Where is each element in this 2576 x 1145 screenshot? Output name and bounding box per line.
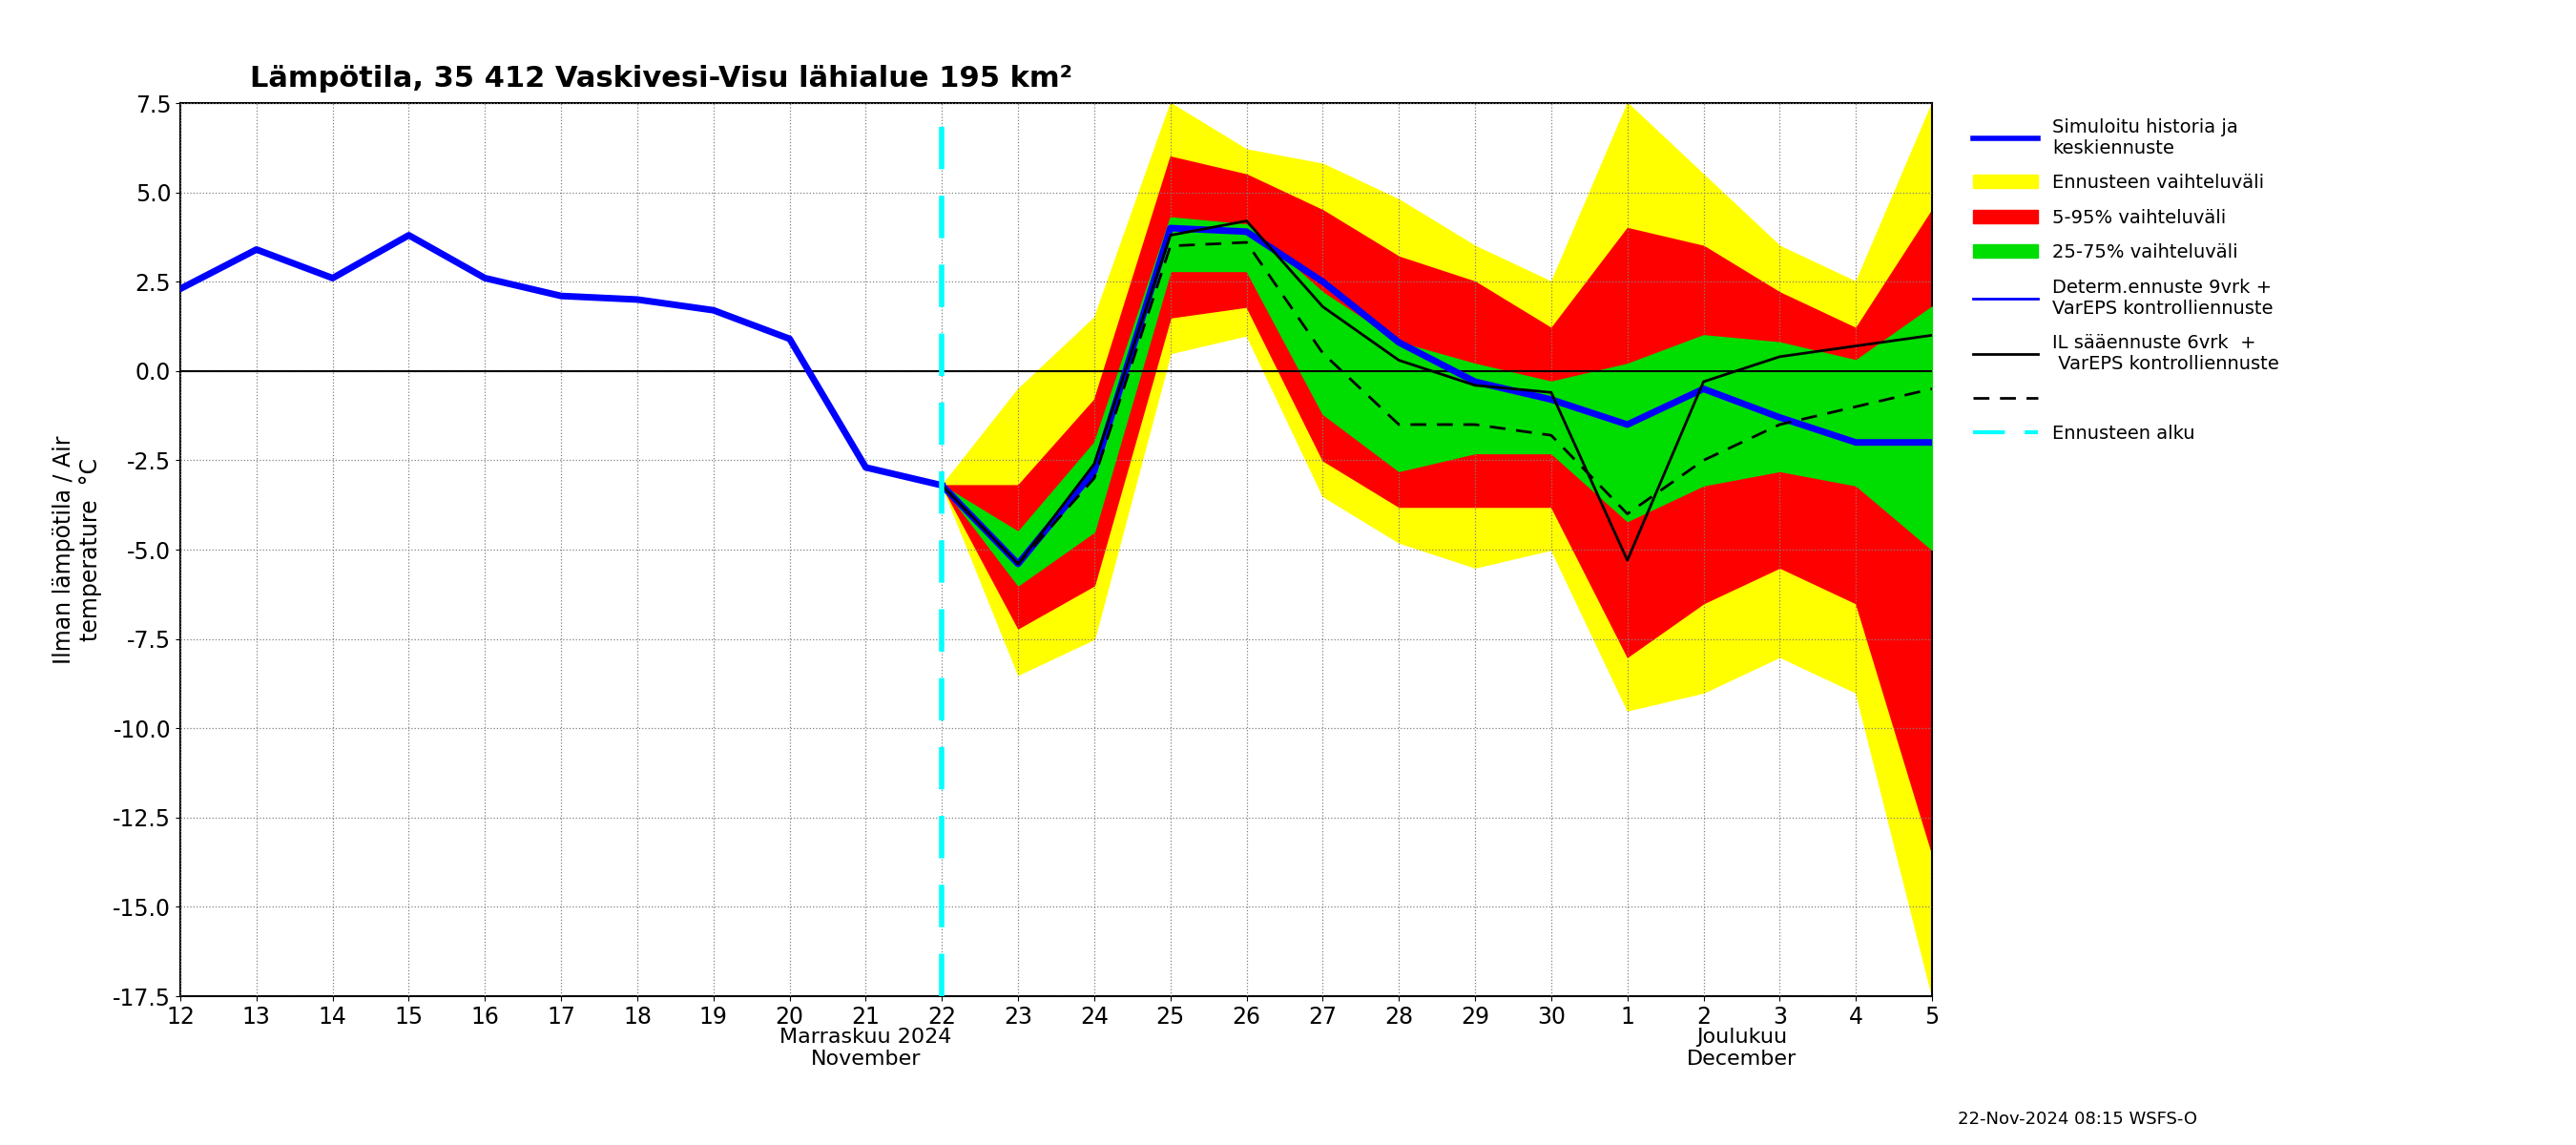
Text: Marraskuu 2024
November: Marraskuu 2024 November: [781, 1028, 951, 1069]
Legend: Simuloitu historia ja
keskiennuste, Ennusteen vaihteluväli, 5-95% vaihteluväli, : Simuloitu historia ja keskiennuste, Ennu…: [1968, 112, 2285, 449]
Y-axis label: Ilman lämpötila / Air
temperature  °C: Ilman lämpötila / Air temperature °C: [54, 435, 103, 664]
Text: Lämpötila, 35 412 Vaskivesi-Visu lähialue 195 km²: Lämpötila, 35 412 Vaskivesi-Visu lähialu…: [250, 65, 1072, 93]
Text: Joulukuu
December: Joulukuu December: [1687, 1028, 1795, 1069]
Text: 22-Nov-2024 08:15 WSFS-O: 22-Nov-2024 08:15 WSFS-O: [1958, 1111, 2197, 1128]
